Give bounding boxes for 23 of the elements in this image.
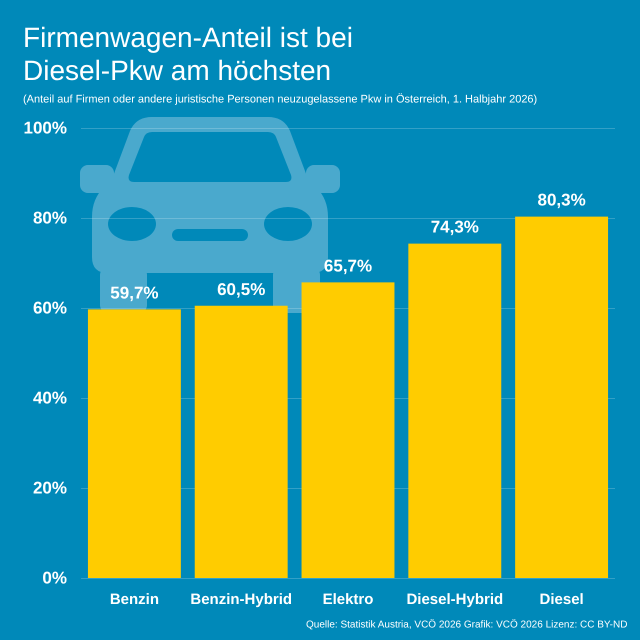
y-tick-label: 0% — [42, 568, 67, 588]
data-label: 80,3% — [538, 190, 586, 210]
x-tick-label: Elektro — [322, 591, 374, 608]
y-tick-label: 60% — [32, 298, 67, 318]
bar — [302, 282, 394, 578]
bar — [515, 216, 608, 578]
y-tick-label: 20% — [32, 478, 67, 498]
y-tick-label: 80% — [32, 208, 67, 228]
x-tick-label: Benzin-Hybrid — [190, 591, 292, 608]
chart-subtitle: (Anteil auf Firmen oder andere juristische Personen neuzugelassene Pkw in Österreich, 1. Halbjahr 2026) — [23, 92, 538, 106]
bar — [194, 306, 288, 578]
data-label: 59,7% — [110, 283, 158, 302]
x-tick-label: Benzin — [110, 591, 159, 608]
bar — [408, 244, 502, 578]
chart-title: Firmenwagen-Anteil ist bei Diesel-Pkw am höchsten — [23, 22, 361, 86]
data-label: 65,7% — [324, 256, 372, 276]
x-tick-label: Diesel — [540, 591, 584, 608]
data-label: 60,5% — [217, 280, 266, 299]
y-tick-label: 100% — [24, 118, 67, 138]
y-tick-label: 40% — [32, 388, 67, 408]
x-tick-label: Diesel-Hybrid — [406, 591, 504, 608]
source-note: Quelle: Statistik Austria, VCÖ 2026 Grafik: VCÖ 2026 Lizenz: CC BY-ND — [306, 618, 628, 630]
data-label: 74,3% — [430, 218, 479, 237]
